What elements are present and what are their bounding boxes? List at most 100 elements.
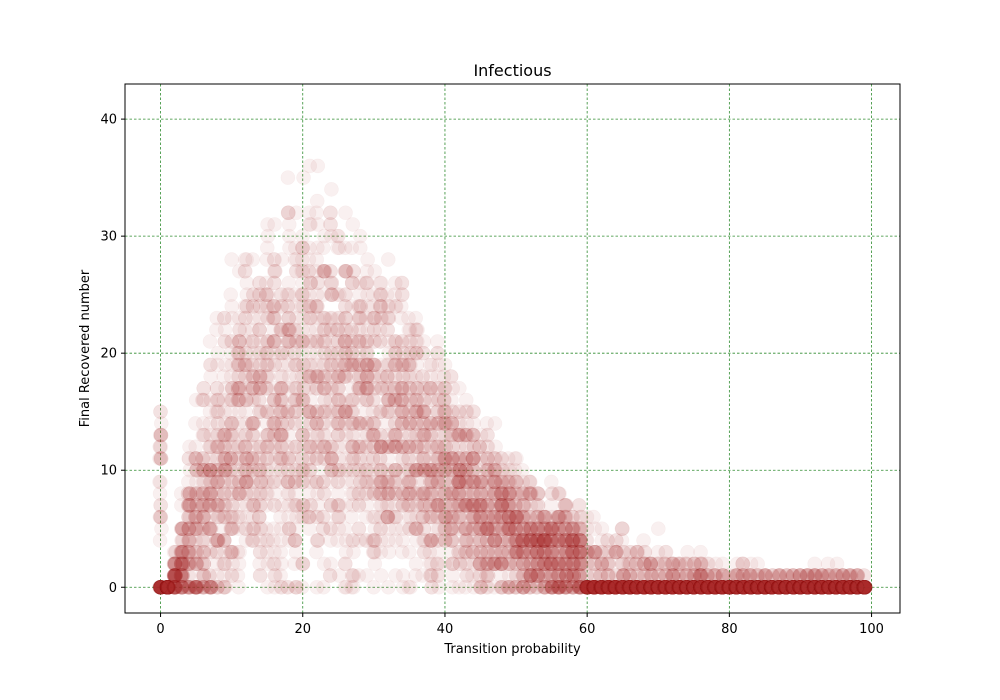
scatter-point	[182, 579, 197, 595]
scatter-point	[152, 509, 168, 525]
scatter-point	[174, 521, 190, 537]
scatter-point	[166, 568, 182, 583]
scatter-point	[160, 579, 176, 595]
scatter-point	[230, 544, 246, 560]
scatter-point	[159, 579, 175, 595]
scatter-point	[153, 451, 169, 466]
scatter-point	[160, 579, 176, 595]
scatter-point	[159, 579, 175, 595]
scatter-point	[181, 568, 197, 583]
scatter-point	[159, 579, 175, 595]
scatter-point	[167, 579, 182, 595]
scatter-point	[153, 579, 168, 595]
scatter-point	[152, 579, 168, 595]
scatter-point	[153, 451, 168, 466]
scatter-point	[175, 556, 191, 572]
scatter-point	[310, 158, 326, 174]
scatter-point	[160, 579, 175, 595]
scatter-point	[160, 579, 176, 595]
scatter-point	[180, 579, 196, 595]
scatter-point	[152, 579, 167, 595]
scatter-point	[153, 498, 169, 513]
scatter-point	[245, 252, 260, 267]
scatter-point	[153, 579, 168, 595]
scatter-point	[174, 568, 190, 583]
scatter-point	[153, 579, 168, 595]
scatter-point	[159, 579, 175, 595]
scatter-point	[252, 322, 267, 338]
scatter-point	[167, 579, 183, 595]
scatter-point	[167, 579, 182, 595]
scatter-point	[174, 579, 189, 595]
scatter-point	[167, 568, 183, 583]
scatter-point	[160, 579, 176, 595]
scatter-point	[153, 579, 169, 595]
scatter-point	[168, 579, 183, 595]
scatter-point	[174, 544, 190, 560]
scatter-point	[182, 486, 198, 501]
scatter-point	[324, 182, 339, 197]
scatter-point	[181, 579, 196, 595]
scatter-point	[168, 579, 183, 595]
scatter-point	[167, 568, 183, 583]
scatter-point	[189, 579, 205, 595]
scatter-point	[181, 451, 197, 466]
scatter-point	[174, 556, 190, 572]
scatter-point	[182, 439, 197, 455]
scatter-point	[180, 486, 196, 501]
scatter-point	[175, 556, 191, 572]
scatter-point	[161, 579, 176, 595]
scatter-point	[167, 568, 183, 583]
scatter-point	[181, 498, 197, 513]
scatter-point	[159, 579, 175, 595]
scatter-point	[182, 556, 197, 572]
scatter-point	[181, 498, 197, 513]
scatter-point	[173, 556, 189, 572]
scatter-point	[294, 579, 310, 595]
scatter-point	[152, 439, 168, 455]
scatter-point	[615, 521, 630, 537]
scatter-point	[174, 568, 190, 583]
scatter-point	[153, 579, 168, 595]
scatter-point	[173, 556, 189, 572]
scatter-point	[182, 462, 198, 478]
scatter-point	[181, 579, 197, 595]
scatter-point	[159, 579, 175, 595]
scatter-point	[394, 275, 410, 291]
scatter-point	[174, 579, 190, 595]
scatter-point	[153, 579, 168, 595]
scatter-point	[166, 568, 182, 583]
scatter-point	[161, 579, 176, 595]
scatter-point	[167, 579, 183, 595]
scatter-point	[153, 579, 168, 595]
scatter-point	[161, 579, 176, 595]
scatter-point	[167, 568, 183, 583]
scatter-point	[174, 579, 190, 595]
scatter-point	[153, 509, 168, 525]
scatter-point	[180, 556, 196, 572]
scatter-point	[180, 486, 196, 501]
scatter-point	[182, 486, 197, 501]
scatter-point	[181, 533, 196, 548]
scatter-point	[160, 579, 175, 595]
scatter-point	[380, 252, 396, 267]
scatter-point	[167, 568, 182, 583]
scatter-point	[181, 509, 197, 525]
scatter-point	[153, 579, 168, 595]
scatter-point	[160, 579, 175, 595]
scatter-point	[173, 579, 189, 595]
scatter-point	[167, 556, 183, 572]
scatter-point	[173, 579, 189, 595]
scatter-point	[152, 533, 168, 548]
scatter-point	[175, 521, 190, 537]
scatter-point	[152, 579, 168, 595]
scatter-point	[152, 579, 168, 595]
scatter-point	[174, 556, 189, 572]
scatter-point	[153, 451, 169, 466]
scatter-point	[175, 556, 190, 572]
scatter-point	[288, 205, 304, 221]
scatter-point	[153, 416, 169, 431]
scatter-point	[416, 334, 432, 349]
scatter-point	[161, 579, 176, 595]
